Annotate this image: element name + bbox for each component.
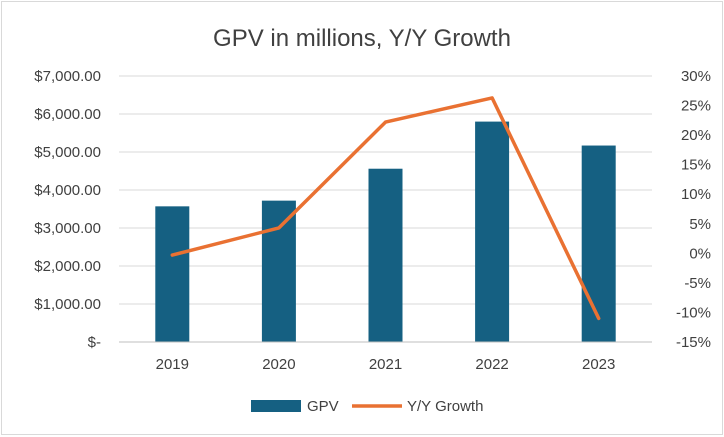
gpv-bar: [475, 122, 509, 342]
left-tick-label: $4,000.00: [34, 182, 101, 199]
x-axis: 2019 2020 2021 2022 2023: [119, 342, 652, 373]
x-tick-label: 2022: [475, 356, 508, 373]
right-tick-label: 20%: [681, 127, 711, 144]
x-tick-label: 2019: [156, 356, 189, 373]
right-tick-label: -10%: [676, 304, 711, 321]
x-tick-label: 2020: [262, 356, 295, 373]
right-tick-label: 30%: [681, 68, 711, 85]
legend-swatch-gpv: [251, 400, 301, 412]
gpv-bar: [582, 146, 616, 342]
gpv-bar: [369, 169, 403, 342]
right-tick-label: 15%: [681, 157, 711, 174]
legend-label-growth: Y/Y Growth: [407, 398, 483, 415]
x-tick-label: 2021: [369, 356, 402, 373]
left-tick-label: $7,000.00: [34, 68, 101, 85]
left-tick-label: $3,000.00: [34, 220, 101, 237]
x-tick-label: 2023: [582, 356, 615, 373]
right-tick-label: 0%: [689, 245, 711, 262]
left-tick-label: $1,000.00: [34, 296, 101, 313]
right-tick-label: 25%: [681, 98, 711, 115]
chart-title: GPV in millions, Y/Y Growth: [213, 25, 511, 52]
left-tick-label: $-: [88, 334, 101, 351]
right-tick-label: -5%: [684, 275, 711, 292]
legend: GPV Y/Y Growth: [251, 398, 483, 415]
legend-label-gpv: GPV: [307, 398, 339, 415]
right-tick-label: -15%: [676, 334, 711, 351]
gpv-bar: [262, 201, 296, 342]
right-tick-label: 5%: [689, 216, 711, 233]
left-axis: $- $1,000.00 $2,000.00 $3,000.00 $4,000.00 $5…: [34, 68, 101, 351]
left-tick-label: $5,000.00: [34, 144, 101, 161]
left-tick-label: $2,000.00: [34, 258, 101, 275]
right-tick-label: 10%: [681, 186, 711, 203]
gpv-bars: [155, 122, 615, 342]
right-axis: -15% -10% -5% 0% 5% 10% 15% 20% 25% 30%: [676, 68, 711, 351]
gpv-bar: [155, 206, 189, 342]
left-tick-label: $6,000.00: [34, 106, 101, 123]
